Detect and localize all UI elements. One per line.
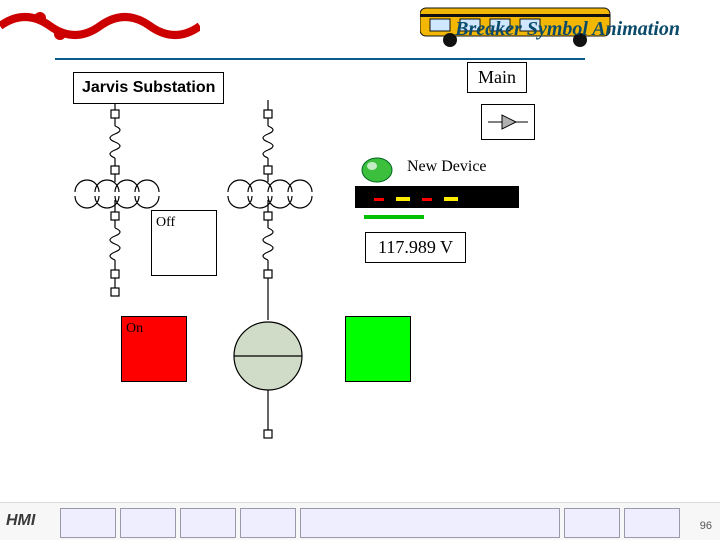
status-indicator[interactable] [359, 156, 395, 184]
new-device-label: New Device [407, 158, 487, 176]
substation-label-box: Jarvis Substation [73, 72, 224, 104]
diagram-area: Jarvis Substation Main New Device 117.98… [55, 60, 665, 480]
substation-label: Jarvis Substation [82, 79, 215, 96]
amp-box[interactable] [481, 104, 535, 140]
main-label: Main [478, 67, 516, 87]
amp-icon [486, 109, 530, 135]
on-box[interactable]: On [121, 316, 187, 382]
voltage-value: 117.989 V [378, 237, 453, 257]
voltage-meter: 117.989 V [365, 232, 466, 263]
status-bar[interactable] [355, 186, 519, 208]
header-band: Breaker Symbol Animation [0, 0, 720, 60]
off-box[interactable]: Off [151, 210, 217, 276]
page-title: Breaker Symbol Animation [455, 18, 680, 41]
main-label-box: Main [467, 62, 527, 93]
footer-label: HMI [6, 512, 35, 530]
page-number: 96 [700, 520, 712, 532]
off-label: Off [156, 215, 175, 230]
on-label: On [126, 321, 143, 336]
decor-wave [0, 8, 200, 44]
feeder-right [213, 100, 323, 480]
green-square[interactable] [345, 316, 411, 382]
footer: HMI 96 [0, 502, 720, 540]
